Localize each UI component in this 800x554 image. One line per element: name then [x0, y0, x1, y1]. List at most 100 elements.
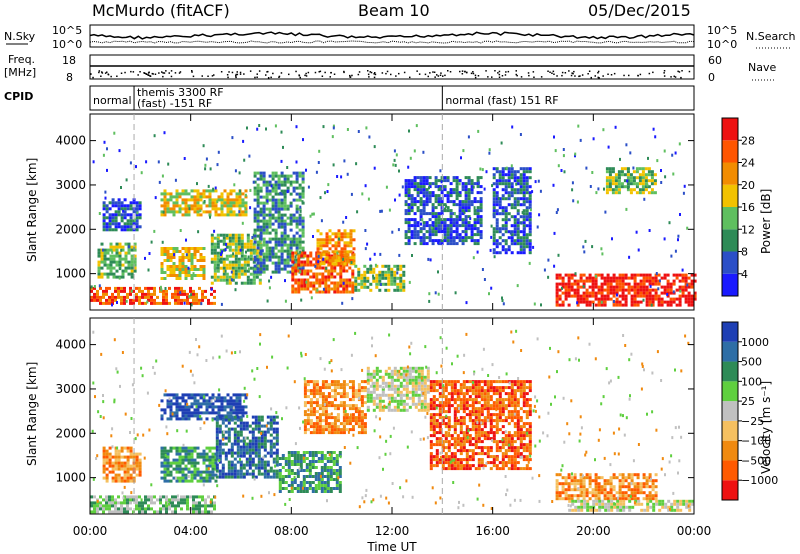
data-cell	[558, 297, 562, 301]
data-cell	[325, 238, 329, 242]
data-cell	[528, 248, 532, 252]
data-cell	[138, 473, 142, 477]
data-cell	[513, 227, 517, 231]
data-cell	[275, 472, 279, 476]
data-cell	[265, 252, 269, 256]
data-cell	[582, 294, 586, 298]
data-cell	[501, 173, 505, 177]
data-cell	[363, 270, 367, 274]
data-cell	[219, 254, 223, 258]
colorbar-segment	[722, 273, 738, 296]
data-cell	[339, 383, 343, 387]
data-cell	[120, 476, 124, 480]
data-cell	[169, 449, 173, 453]
data-cell	[258, 254, 262, 258]
data-cell	[419, 230, 423, 234]
data-cell	[296, 457, 300, 460]
data-cell	[525, 176, 529, 180]
data-cell	[666, 273, 670, 277]
data-cell	[498, 206, 502, 210]
data-cell	[172, 204, 176, 208]
data-cell	[600, 282, 604, 286]
station-title: McMurdo (fitACF)	[92, 1, 230, 20]
data-cell	[407, 185, 411, 189]
freq-right-tick-bottom: 0	[708, 71, 715, 84]
data-cell	[268, 258, 272, 262]
data-cell	[268, 174, 272, 178]
data-cell	[516, 221, 520, 225]
data-cell	[387, 288, 391, 292]
data-cell	[283, 183, 287, 187]
data-cell	[172, 256, 176, 259]
data-cell	[507, 170, 511, 174]
data-cell	[321, 392, 325, 396]
data-cell	[262, 201, 266, 205]
data-cell	[657, 294, 661, 298]
data-cell	[479, 191, 483, 195]
data-cell	[301, 216, 305, 220]
data-cell	[651, 282, 655, 286]
data-cell	[507, 197, 511, 201]
data-cell	[166, 207, 170, 211]
data-cell	[239, 189, 241, 193]
data-cell	[321, 266, 325, 270]
data-cell	[123, 473, 127, 477]
data-cell	[225, 266, 229, 270]
data-cell	[363, 273, 367, 277]
data-cell	[633, 276, 637, 280]
data-cell	[473, 221, 477, 225]
data-cell	[303, 251, 307, 255]
data-cell	[479, 224, 483, 228]
data-cell	[434, 239, 438, 243]
data-cell	[553, 135, 555, 139]
data-cell	[330, 422, 334, 426]
data-cell	[274, 240, 278, 244]
data-cell	[233, 472, 237, 476]
data-cell	[528, 242, 532, 246]
data-cell	[449, 230, 453, 234]
data-cell	[126, 222, 130, 226]
data-cell	[642, 273, 646, 277]
data-cell	[141, 510, 144, 514]
data-cell	[204, 501, 207, 505]
data-cell	[588, 300, 592, 304]
data-cell	[495, 221, 499, 225]
data-cell	[114, 455, 118, 459]
data-cell	[437, 179, 441, 183]
data-cell	[585, 288, 589, 292]
data-cell	[333, 380, 337, 384]
data-cell	[528, 214, 531, 218]
data-cell	[223, 399, 227, 403]
data-cell	[202, 458, 206, 462]
data-cell	[570, 282, 574, 286]
data-cell	[342, 422, 346, 426]
data-cell	[402, 282, 406, 286]
data-cell	[118, 263, 122, 267]
noise-right-label: N.Search	[746, 30, 796, 43]
data-cell	[672, 273, 676, 277]
data-cell	[195, 495, 198, 499]
data-cell	[346, 250, 350, 254]
data-cell	[455, 194, 459, 198]
data-cell	[513, 218, 517, 222]
data-cell	[271, 222, 275, 226]
data-cell	[234, 236, 238, 240]
data-cell	[635, 167, 639, 171]
data-cell	[97, 275, 101, 279]
data-cell	[633, 273, 637, 277]
data-cell	[492, 242, 496, 246]
data-cell	[245, 472, 249, 476]
data-cell	[306, 419, 310, 423]
data-cell	[175, 414, 179, 418]
data-cell	[335, 460, 339, 463]
data-cell	[215, 436, 219, 440]
data-cell	[103, 140, 106, 144]
data-cell	[218, 454, 222, 458]
data-cell	[298, 195, 302, 199]
data-cell	[129, 301, 132, 305]
data-cell	[470, 239, 474, 243]
data-cell	[169, 271, 173, 274]
data-cell	[329, 475, 333, 478]
data-cell	[504, 242, 508, 246]
data-cell	[645, 291, 649, 295]
